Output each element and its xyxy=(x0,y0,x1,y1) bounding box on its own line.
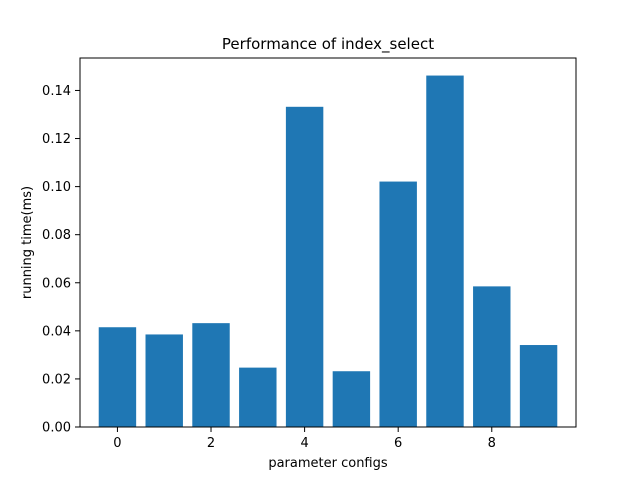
x-tick-label: 8 xyxy=(488,436,496,451)
x-tick-label: 0 xyxy=(113,436,121,451)
chart-title: Performance of index_select xyxy=(222,35,434,54)
bar-7 xyxy=(426,75,464,428)
y-tick-label: 0.00 xyxy=(42,421,71,436)
y-tick-label: 0.14 xyxy=(42,84,71,99)
bar-2 xyxy=(192,323,230,427)
bar-3 xyxy=(239,367,277,427)
y-tick-label: 0.10 xyxy=(42,180,71,195)
x-tick-label: 6 xyxy=(394,436,402,451)
y-axis-ticks: 0.00 0.02 0.04 0.06 0.08 0.10 0.12 0.14 xyxy=(42,84,80,436)
bar-4 xyxy=(285,106,324,428)
bar-9 xyxy=(519,345,558,427)
y-tick-label: 0.12 xyxy=(42,132,71,147)
x-tick-label: 2 xyxy=(207,436,215,451)
plot-frame xyxy=(79,57,577,428)
y-tick-label: 0.04 xyxy=(42,324,71,339)
y-tick-label: 0.08 xyxy=(42,228,71,243)
bar-6 xyxy=(379,181,417,427)
x-axis-label: parameter configs xyxy=(268,456,388,471)
bar-8 xyxy=(473,286,511,427)
bar-1 xyxy=(145,334,183,427)
bars-group xyxy=(98,75,558,428)
bar-0 xyxy=(98,327,137,427)
bar-5 xyxy=(332,371,371,427)
y-tick-label: 0.02 xyxy=(42,372,71,387)
x-tick-label: 4 xyxy=(300,436,308,451)
y-axis-label: running time(ms) xyxy=(20,186,35,299)
y-tick-label: 0.06 xyxy=(42,276,71,291)
x-axis-ticks: 0 2 4 6 8 xyxy=(113,427,496,451)
